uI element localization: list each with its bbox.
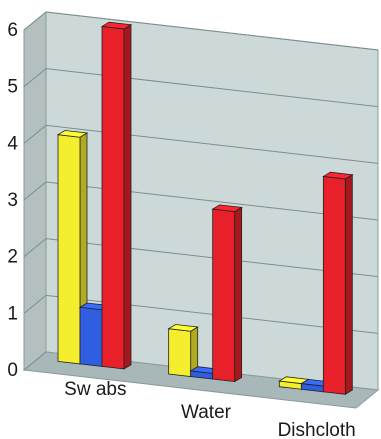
bar (169, 325, 198, 377)
bar-side (124, 25, 131, 369)
y-axis: 0 1 2 3 4 5 6 (7, 20, 18, 381)
y-tick-label: 2 (7, 247, 18, 268)
x-category-label: Sw abs (64, 379, 126, 400)
bar (323, 172, 352, 394)
bar-front (102, 26, 124, 369)
bar (213, 205, 242, 382)
bar-side (345, 175, 352, 395)
bar-front (58, 135, 80, 364)
bar-front (213, 209, 235, 382)
y-tick-label: 6 (7, 20, 18, 41)
y-tick-label: 5 (7, 77, 18, 98)
bar-front (323, 176, 345, 394)
bar-front (80, 307, 102, 366)
y-tick-label: 0 (7, 360, 18, 381)
x-category-label: Water (181, 402, 232, 423)
y-tick-label: 4 (7, 133, 18, 154)
bar (102, 22, 131, 369)
y-tick-label: 1 (7, 303, 18, 324)
bar-side (235, 207, 242, 381)
x-category-label: Dishcloth (278, 420, 356, 439)
bar-front (169, 329, 191, 377)
y-tick-label: 3 (7, 190, 18, 211)
